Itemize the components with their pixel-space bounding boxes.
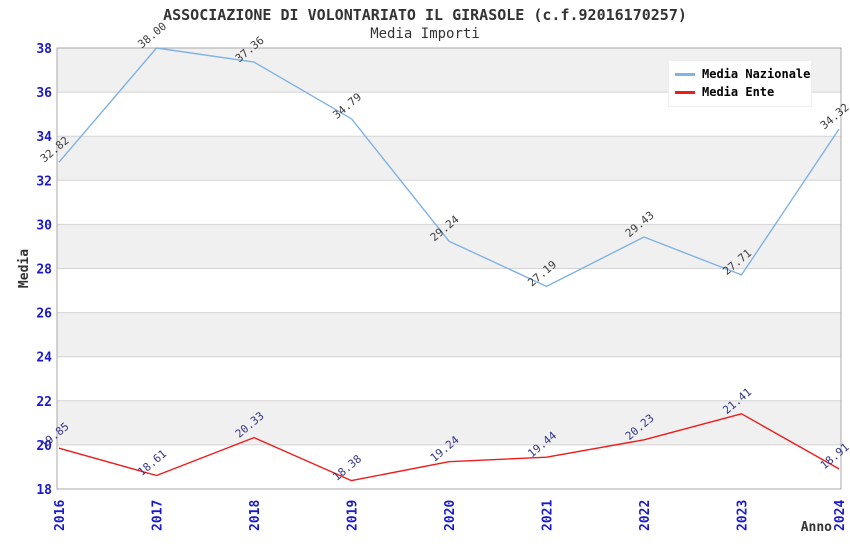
plot-band	[57, 312, 841, 357]
plot-band	[57, 400, 841, 445]
legend-item-media-ente: Media Ente	[669, 83, 811, 101]
legend-label: Media Ente	[702, 85, 775, 99]
y-axis-title: Media	[17, 249, 32, 288]
legend-label: Media Nazionale	[702, 67, 811, 81]
legend-item-media-nazionale: Media Nazionale	[669, 65, 811, 83]
y-tick-label: 32	[36, 174, 52, 189]
plot-border	[56, 47, 842, 490]
plot-band	[57, 136, 841, 181]
y-tick-label: 18	[36, 483, 52, 498]
chart-title: ASSOCIAZIONE DI VOLONTARIATO IL GIRASOLE…	[163, 6, 687, 24]
x-tick-label: 2019	[346, 500, 361, 531]
x-tick-label: 2020	[443, 500, 458, 531]
chart-legend: Media Nazionale Media Ente	[668, 60, 812, 107]
chart-subtitle: Media Importi	[370, 26, 480, 42]
point-label-media-nazionale: 34.32	[818, 101, 850, 132]
legend-line-swatch-media-ente	[675, 90, 695, 94]
legend-line-swatch-media-nazionale	[675, 72, 695, 76]
y-tick-label: 34	[36, 130, 52, 145]
x-tick-label: 2018	[248, 500, 263, 531]
y-tick-label: 30	[36, 218, 52, 233]
y-tick-label: 24	[36, 351, 52, 366]
x-tick-label: 2016	[53, 500, 68, 531]
y-tick-label: 36	[36, 86, 52, 101]
y-tick-label: 20	[36, 439, 52, 454]
x-tick-label: 2021	[541, 500, 556, 531]
x-tick-label: 2023	[736, 500, 751, 531]
x-tick-label: 2017	[151, 500, 166, 531]
x-tick-label: 2024	[833, 500, 848, 531]
series-line-media-nazionale	[58, 47, 840, 288]
y-tick-label: 28	[36, 263, 52, 278]
y-tick-label: 22	[36, 395, 52, 410]
x-tick-label: 2022	[638, 500, 653, 531]
y-tick-label: 26	[36, 307, 52, 322]
plot-band	[57, 224, 841, 269]
x-axis-title: Anno	[801, 520, 832, 535]
series-line-media-ente	[58, 413, 840, 482]
y-tick-label: 38	[36, 42, 52, 57]
point-label-media-nazionale: 38.00	[135, 20, 169, 51]
